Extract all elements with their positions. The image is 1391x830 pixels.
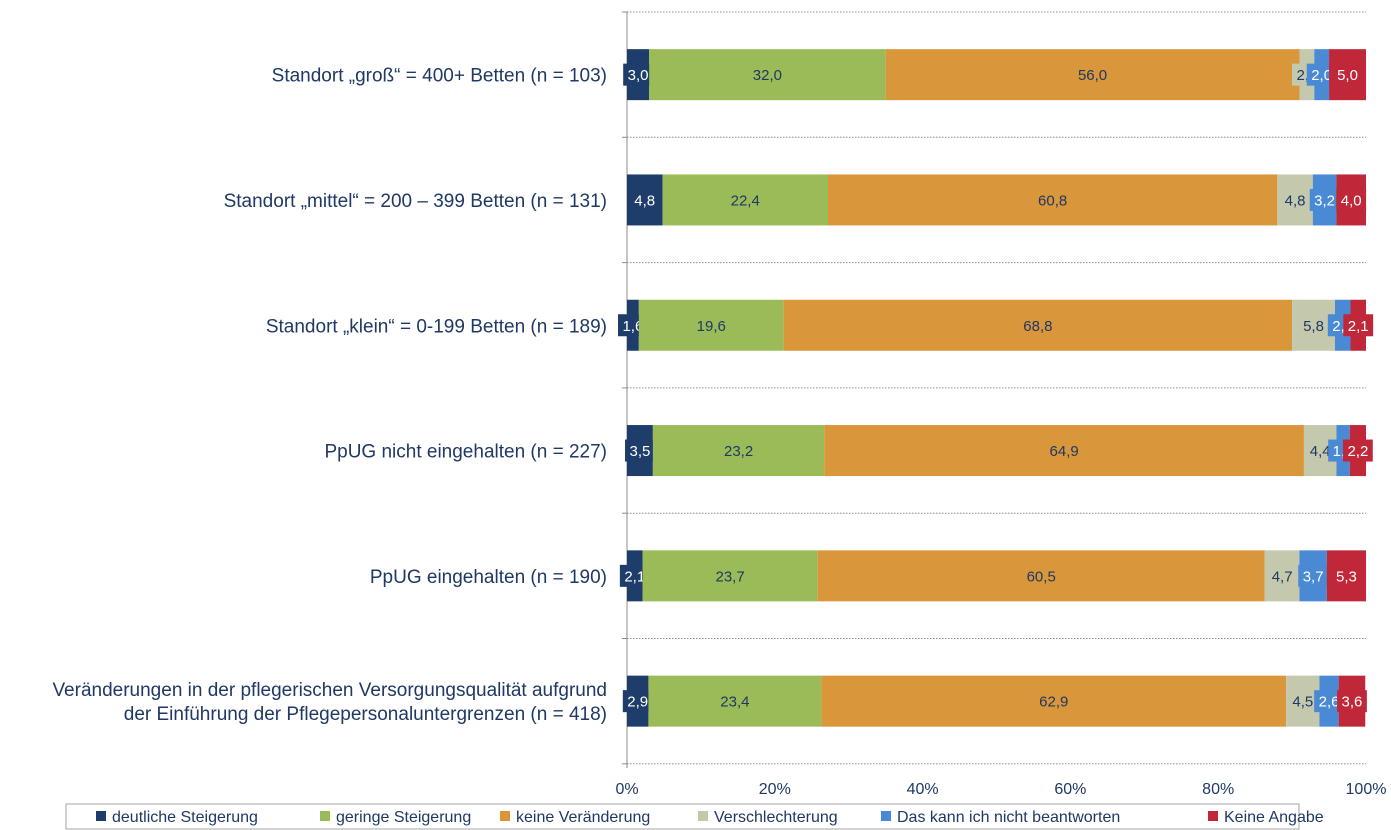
data-label: 4,5: [1292, 694, 1313, 711]
data-label: 4,4: [1310, 443, 1331, 460]
data-label: 64,9: [1050, 443, 1079, 460]
bar-segment: [1329, 49, 1366, 101]
data-label: 3,6: [1342, 694, 1363, 711]
legend-label: Das kann ich nicht beantworten: [897, 809, 1120, 826]
category-label: Standort „mittel“ = 200 – 399 Betten (n …: [224, 191, 607, 212]
data-label: 56,0: [1078, 67, 1107, 84]
data-label: 3,2: [1314, 192, 1335, 209]
data-label: 5,0: [1337, 67, 1358, 84]
bar-segment: [1277, 174, 1313, 226]
data-label: 4,0: [1341, 192, 1362, 209]
data-label-box: [1314, 690, 1344, 713]
category-label: der Einführung der Pflegepersonaluntergr…: [124, 704, 607, 725]
legend-swatch: [1208, 811, 1218, 821]
data-label-box: [1337, 690, 1367, 713]
data-label-box: [625, 439, 655, 462]
data-label: 4,8: [634, 192, 655, 209]
data-label: 62,9: [1039, 694, 1068, 711]
category-label: PpUG nicht eingehalten (n = 227): [324, 442, 607, 463]
data-label-box: [1309, 188, 1340, 211]
data-label: 4,7: [1272, 568, 1293, 585]
x-tick-label: 20%: [759, 781, 791, 798]
data-label: 2,1: [1348, 318, 1369, 335]
bar-segment: [638, 299, 784, 351]
data-label: 23,2: [724, 443, 753, 460]
legend-swatch: [881, 811, 891, 821]
bar-segment: [817, 550, 1265, 602]
data-label-box: [1298, 564, 1329, 587]
x-tick-label: 60%: [1054, 781, 1086, 798]
bar-segment: [1264, 550, 1300, 602]
bar-segment: [828, 174, 1278, 226]
x-tick-label: 80%: [1202, 781, 1234, 798]
legend-swatch: [500, 811, 510, 821]
axis: [622, 11, 628, 768]
data-label: 3,7: [1303, 568, 1324, 585]
data-label: 60,5: [1027, 568, 1056, 585]
data-label-box: [623, 63, 653, 86]
legend-swatch: [320, 811, 330, 821]
data-label: 68,8: [1023, 318, 1052, 335]
bar-segment: [1326, 550, 1366, 602]
legend-label: geringe Steigerung: [336, 809, 471, 826]
category-label: Standort „klein“ = 0-199 Betten (n = 189…: [266, 316, 607, 337]
data-label-box: [622, 690, 653, 713]
bar-segment: [627, 174, 663, 226]
legend: deutliche Steigerung geringe Steigerung ke…: [65, 803, 1324, 830]
data-label: 3,0: [628, 67, 649, 84]
bar-segment: [642, 550, 818, 602]
data-label-box: [1336, 188, 1367, 211]
x-tick-label: 100%: [1346, 781, 1387, 798]
data-label: 60,8: [1038, 192, 1067, 209]
data-label: 5,3: [1336, 568, 1357, 585]
category-label: PpUG eingehalten (n = 190): [370, 567, 607, 588]
legend-swatch: [96, 811, 106, 821]
data-label: 23,7: [715, 568, 744, 585]
bar-segment: [649, 49, 886, 101]
legend-label: Keine Angabe: [1224, 809, 1324, 826]
legend-label: keine Veränderung: [516, 809, 650, 826]
bar-segment: [783, 299, 1293, 351]
bar-segment: [652, 425, 825, 477]
legend-swatch: [698, 811, 708, 821]
data-label: 19,6: [697, 318, 726, 335]
x-tick-label: 0%: [615, 781, 638, 798]
data-label: 2,6: [1319, 694, 1340, 711]
bar-segment: [824, 425, 1304, 477]
data-label: 2,2: [1347, 443, 1368, 460]
data-label: 22,4: [731, 192, 760, 209]
x-tick-labels: 0% 20% 40% 60% 80% 100%: [615, 781, 1386, 798]
bar-segment: [821, 675, 1287, 727]
data-label-box: [619, 564, 650, 587]
bar-segment: [1292, 299, 1335, 351]
data-label: 5,8: [1303, 318, 1324, 335]
data-label: 2,9: [627, 694, 648, 711]
bar-segment: [885, 49, 1300, 101]
data-label-box: [1342, 439, 1373, 462]
data-label: 2,1: [624, 568, 645, 585]
legend-label: Verschlechterung: [714, 809, 838, 826]
data-label: 23,4: [720, 694, 749, 711]
bar-segment: [648, 675, 822, 727]
data-label: 3,5: [630, 443, 651, 460]
data-label: 32,0: [753, 67, 782, 84]
x-tick-label: 40%: [907, 781, 939, 798]
data-label: 4,8: [1285, 192, 1306, 209]
bar-segment: [662, 174, 829, 226]
data-label-box: [1343, 314, 1374, 337]
legend-label: deutliche Steigerung: [112, 809, 258, 826]
legend-frame: [65, 803, 1300, 830]
data-label: 2,0: [1311, 67, 1332, 84]
bars: 3,032,056,02,02,05,04,822,460,84,83,24,0…: [618, 49, 1374, 727]
gridlines: [627, 11, 1366, 765]
category-label: Standort „groß“ = 400+ Betten (n = 103): [272, 66, 607, 87]
bar-segment: [1286, 675, 1320, 727]
category-labels: Standort „groß“ = 400+ Betten (n = 103) S…: [52, 66, 607, 726]
category-label: Veränderungen in der pflegerischen Verso…: [52, 680, 607, 701]
data-label: 1,6: [622, 318, 643, 335]
